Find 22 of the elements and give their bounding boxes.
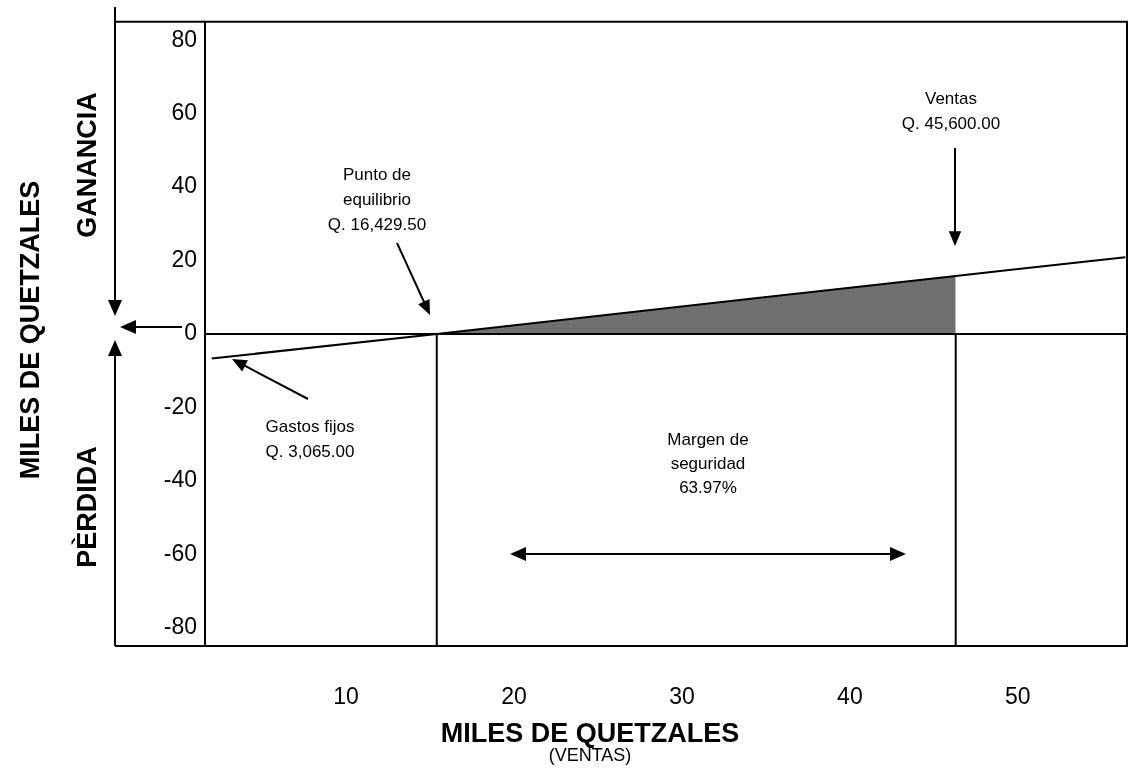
annotation: Punto de equilibrio Q. 16,429.50 xyxy=(327,163,427,236)
x-tick-label: 40 xyxy=(837,683,863,710)
y-tick-label: 40 xyxy=(171,172,197,199)
x-tick-label: 30 xyxy=(669,683,695,710)
y-tick-label: -60 xyxy=(163,539,197,566)
text: PÈRDIDA xyxy=(71,446,103,568)
y-tick-label: -80 xyxy=(163,612,197,639)
y-tick-label: -20 xyxy=(163,392,197,419)
annotation: Ventas Q. 45,600.00 xyxy=(901,88,1001,135)
x-tick-label: 10 xyxy=(333,683,359,710)
x-tick-label: 20 xyxy=(501,683,527,710)
y-tick-label: -40 xyxy=(163,466,197,493)
y-tick-label: 80 xyxy=(171,25,197,52)
annotation: Gastos fijos Q. 3,065.00 xyxy=(265,416,355,463)
y-tick-label: 0 xyxy=(184,319,197,346)
x-axis-title: MILES DE QUETZALES xyxy=(440,717,740,748)
y-axis-title: MILES DE QUETZALES xyxy=(14,180,46,480)
y-tick-label: 20 xyxy=(171,245,197,272)
annotation: Margen de seguridad 63.97% xyxy=(667,429,749,499)
x-tick-label: 50 xyxy=(1005,683,1031,710)
y-tick-label: 60 xyxy=(171,98,197,125)
text: GANANCIA xyxy=(71,92,103,238)
